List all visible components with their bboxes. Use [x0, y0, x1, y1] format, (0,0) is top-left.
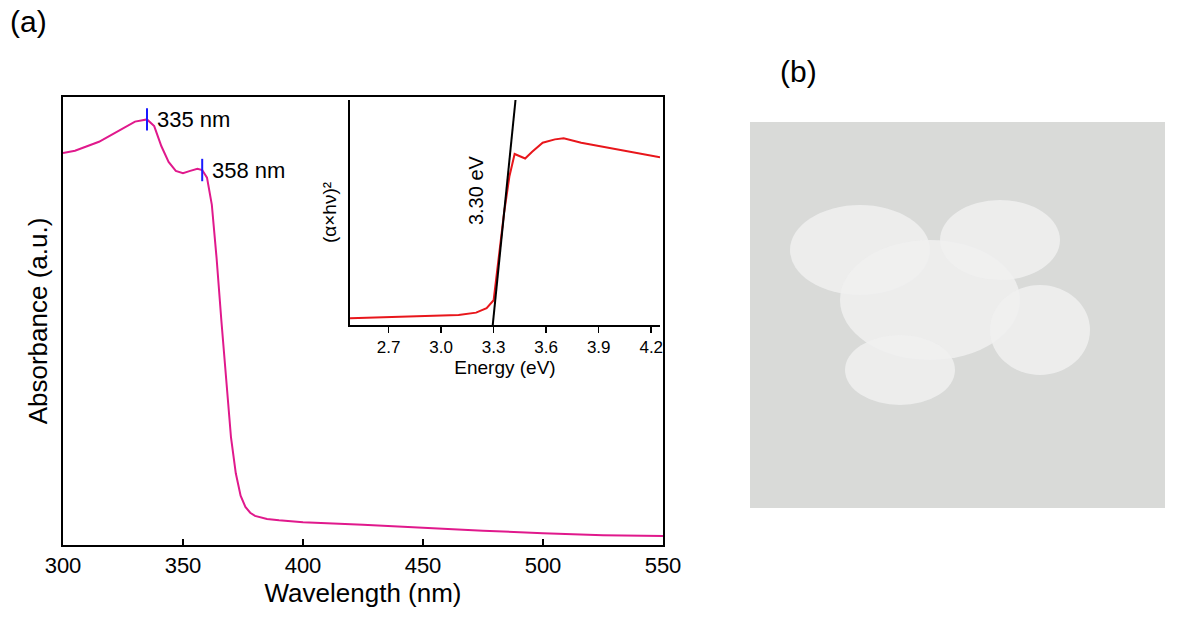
- svg-text:450: 450: [405, 553, 442, 578]
- svg-text:3.0: 3.0: [429, 338, 453, 357]
- svg-text:335 nm: 335 nm: [157, 107, 230, 132]
- svg-text:(b): (b): [780, 55, 817, 88]
- svg-text:358 nm: 358 nm: [212, 158, 285, 183]
- svg-text:3.6: 3.6: [534, 338, 558, 357]
- svg-text:(a): (a): [10, 5, 47, 38]
- svg-text:3.3: 3.3: [482, 338, 506, 357]
- svg-text:350: 350: [165, 553, 202, 578]
- svg-text:400: 400: [285, 553, 322, 578]
- svg-text:550: 550: [645, 553, 682, 578]
- svg-text:Wavelength (nm): Wavelength (nm): [265, 578, 462, 608]
- svg-text:Absorbance (a.u.): Absorbance (a.u.): [23, 218, 53, 425]
- svg-text:3.9: 3.9: [587, 338, 611, 357]
- svg-text:(α×hν)²: (α×hν)²: [319, 182, 340, 243]
- svg-text:3.30 eV: 3.30 eV: [465, 155, 487, 225]
- svg-text:2.7: 2.7: [377, 338, 401, 357]
- svg-text:300: 300: [45, 553, 82, 578]
- svg-text:4.2: 4.2: [639, 338, 663, 357]
- svg-text:500: 500: [525, 553, 562, 578]
- svg-text:Energy (eV): Energy (eV): [454, 357, 555, 378]
